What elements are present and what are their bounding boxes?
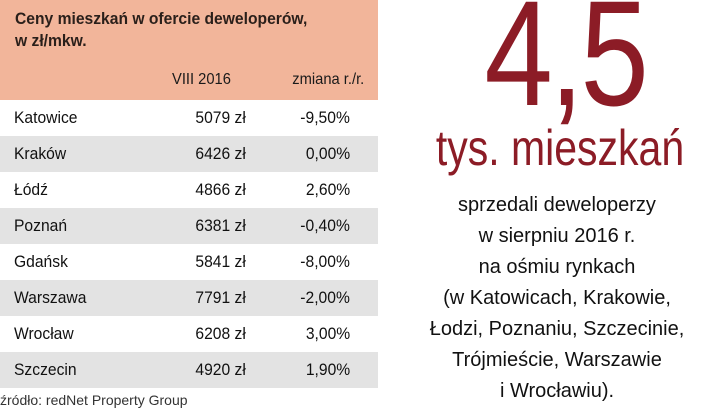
table-header: Ceny mieszkań w ofercie deweloperów, w z… [0,0,378,100]
city-cell: Warszawa [14,288,87,307]
table-title: Ceny mieszkań w ofercie deweloperów, w z… [15,8,346,52]
price-cell: 5841 zł [195,252,246,271]
price-cell: 7791 zł [195,288,246,307]
headline-number: 4,5 [484,0,648,137]
table-row: Warszawa 7791 zł -2,00% [0,280,378,316]
table-row: Szczecin 4920 zł 1,90% [0,352,378,388]
table-title-line2: w zł/mkw. [15,31,87,50]
table-row: Poznań 6381 zł -0,40% [0,208,378,244]
price-cell: 5079 zł [195,108,246,127]
table-title-line1: Ceny mieszkań w ofercie deweloperów, [15,9,308,28]
city-cell: Poznań [14,216,68,235]
column-header-price: VIII 2016 [172,71,231,88]
description-line: Trójmieście, Warszawie [452,349,662,371]
headline-description: sprzedali deweloperzy w sierpniu 2016 r.… [392,190,720,407]
city-cell: Gdańsk [14,252,68,271]
table-row: Łódź 4866 zł 2,60% [0,172,378,208]
change-cell: 1,90% [305,360,350,379]
headline-unit: tys. mieszkań [435,120,685,176]
change-cell: 0,00% [305,144,350,163]
table-row: Wrocław 6208 zł 3,00% [0,316,378,352]
change-cell: -0,40% [300,216,350,235]
city-cell: Szczecin [14,360,77,379]
change-cell: -2,00% [300,288,350,307]
change-cell: 2,60% [305,180,350,199]
description-line: (w Katowicach, Krakowie, [443,287,671,309]
price-cell: 4866 zł [195,180,246,199]
city-cell: Wrocław [14,324,74,343]
city-cell: Katowice [14,108,78,127]
table-body: Katowice 5079 zł -9,50% Kraków 6426 zł 0… [0,100,378,388]
description-line: i Wrocławiu). [499,380,615,402]
change-cell: -8,00% [300,252,350,271]
table-row: Kraków 6426 zł 0,00% [0,136,378,172]
description-line: Łodzi, Poznaniu, Szczecinie, [429,318,685,340]
column-header-change: zmiana r./r. [292,71,364,88]
city-cell: Kraków [14,144,67,163]
change-cell: -9,50% [300,108,350,127]
source-note: źródło: redNet Property Group [0,392,188,408]
price-cell: 6381 zł [195,216,246,235]
city-cell: Łódź [14,180,48,199]
description-line: na ośmiu rynkach [478,256,636,278]
change-cell: 3,00% [305,324,350,343]
price-table: Ceny mieszkań w ofercie deweloperów, w z… [0,0,378,388]
price-cell: 4920 zł [195,360,246,379]
description-line: sprzedali deweloperzy [458,194,656,216]
description-line: w sierpniu 2016 r. [478,225,636,247]
table-row: Gdańsk 5841 zł -8,00% [0,244,378,280]
price-cell: 6208 zł [195,324,246,343]
table-row: Katowice 5079 zł -9,50% [0,100,378,136]
price-cell: 6426 zł [195,144,246,163]
